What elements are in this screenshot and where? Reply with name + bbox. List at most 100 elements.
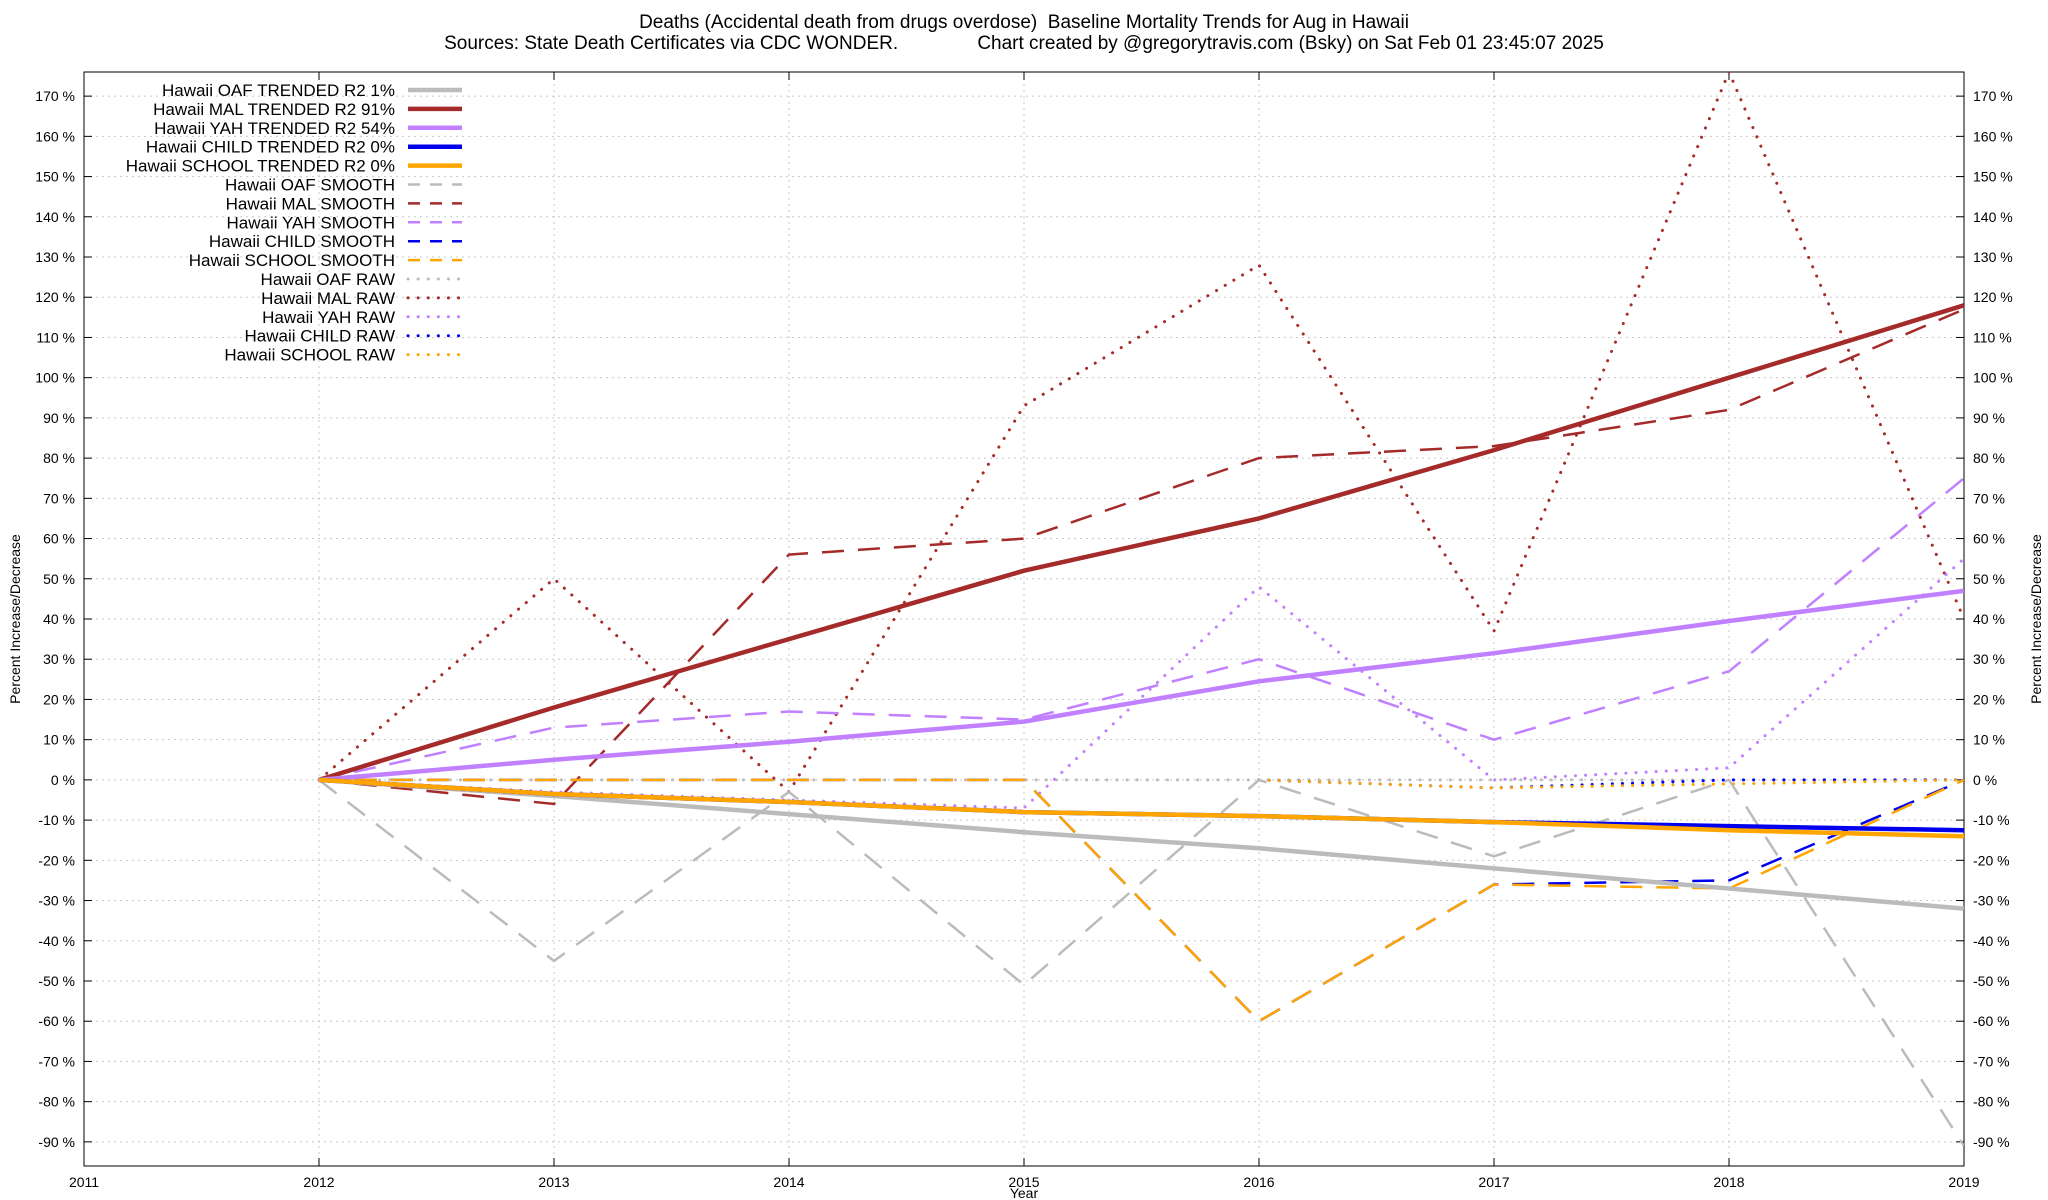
y2-tick-label: 0 % — [1973, 772, 1997, 788]
y-tick-label: 160 % — [35, 128, 75, 144]
y-tick-label: -20 % — [38, 852, 75, 868]
y-tick-label: -40 % — [38, 933, 75, 949]
legend-label: Hawaii SCHOOL TRENDED R2 0% — [126, 157, 395, 176]
y-tick-label: 10 % — [43, 732, 75, 748]
y-tick-label: 20 % — [43, 691, 75, 707]
x-tick-label: 2011 — [69, 1174, 99, 1190]
legend-label: Hawaii SCHOOL SMOOTH — [189, 251, 395, 270]
y-tick-label: 60 % — [43, 531, 75, 547]
y2-tick-label: 160 % — [1973, 128, 2013, 144]
y2-tick-label: 50 % — [1973, 571, 2005, 587]
y-tick-label: 50 % — [43, 571, 75, 587]
y2-tick-label: 60 % — [1973, 531, 2005, 547]
y-tick-label: 90 % — [43, 410, 75, 426]
y-tick-label: -60 % — [38, 1013, 75, 1029]
legend-label: Hawaii YAH SMOOTH — [227, 213, 395, 232]
y2-tick-label: -80 % — [1973, 1094, 2010, 1110]
series-line-hawaii-mal-smooth — [318, 308, 1964, 806]
y-tick-label: 100 % — [35, 370, 75, 386]
y-tick-label: 110 % — [36, 329, 75, 345]
y2-tick-label: 100 % — [1973, 370, 2013, 386]
y-tick-label: 0 % — [51, 772, 75, 788]
legend: Hawaii OAF TRENDED R2 1%Hawaii MAL TREND… — [126, 81, 464, 365]
y-tick-label: -30 % — [38, 893, 75, 909]
y-tick-label: 150 % — [35, 169, 75, 185]
y2-tick-label: 40 % — [1973, 611, 2005, 627]
y-tick-label: -50 % — [38, 973, 75, 989]
legend-label: Hawaii CHILD RAW — [244, 327, 395, 346]
y-tick-label: 140 % — [35, 209, 75, 225]
y2-tick-label: 90 % — [1973, 410, 2005, 426]
y-tick-label: 40 % — [43, 611, 75, 627]
chart-title: Deaths (Accidental death from drugs over… — [639, 12, 1409, 33]
legend-label: Hawaii MAL RAW — [261, 289, 395, 308]
series-line-hawaii-child-trended-r2-0 — [318, 777, 1964, 833]
y2-tick-label: -30 % — [1973, 893, 2010, 909]
series-line-hawaii-oaf-trended-r2-1 — [318, 777, 1964, 911]
y2-tick-label: 70 % — [1973, 490, 2005, 506]
y-tick-label: -10 % — [38, 812, 75, 828]
y2-tick-label: -50 % — [1973, 973, 2010, 989]
x-tick-label: 2018 — [1713, 1174, 1744, 1190]
x-tick-label: 2016 — [1243, 1174, 1274, 1190]
series-line-hawaii-mal-raw — [317, 72, 1964, 795]
series-line-hawaii-child-raw — [1257, 778, 1964, 790]
y-tick-label: -80 % — [38, 1094, 75, 1110]
y2-tick-label: -20 % — [1973, 852, 2010, 868]
grid — [84, 72, 1964, 1166]
y-tick-label: 30 % — [43, 651, 75, 667]
series-line-hawaii-school-trended-r2-0 — [318, 777, 1964, 839]
chart-subtitle: Sources: State Death Certificates via CD… — [444, 33, 1604, 54]
y2-tick-label: 170 % — [1973, 88, 2013, 104]
series-line-hawaii-oaf-smooth — [318, 778, 1964, 1147]
y2-tick-label: -70 % — [1973, 1053, 2010, 1069]
x-axis-label: Year — [1010, 1185, 1039, 1200]
legend-label: Hawaii CHILD SMOOTH — [209, 232, 395, 251]
legend-label: Hawaii YAH RAW — [262, 308, 395, 327]
legend-label: Hawaii SCHOOL RAW — [224, 346, 395, 365]
x-tick-label: 2019 — [1948, 1174, 1979, 1190]
y2-tick-label: 120 % — [1973, 289, 2013, 305]
y2-tick-label: -10 % — [1973, 812, 2010, 828]
y2-tick-label: 150 % — [1973, 169, 2013, 185]
legend-label: Hawaii OAF SMOOTH — [225, 176, 395, 195]
y2-tick-label: 110 % — [1973, 329, 2012, 345]
y-axis-label: Percent Increase/Decrease — [7, 534, 23, 704]
y-tick-label: -90 % — [38, 1134, 75, 1150]
x-tick-label: 2015 — [1008, 1174, 1039, 1190]
y-tick-label: 170 % — [35, 88, 75, 104]
y2-tick-label: 20 % — [1973, 691, 2005, 707]
series-line-hawaii-yah-raw — [317, 557, 1964, 810]
legend-label: Hawaii MAL SMOOTH — [226, 194, 395, 213]
y2-axis-label: Percent Increase/Decrease — [2028, 534, 2044, 704]
y2-tick-label: 130 % — [1973, 249, 2013, 265]
x-tick-label: 2013 — [538, 1174, 569, 1190]
legend-label: Hawaii MAL TRENDED R2 91% — [153, 100, 395, 119]
series-group — [317, 72, 1964, 1147]
y2-tick-label: 80 % — [1973, 450, 2005, 466]
y2-tick-label: 30 % — [1973, 651, 2005, 667]
x-tick-label: 2014 — [773, 1174, 804, 1190]
y2-tick-label: -40 % — [1973, 933, 2010, 949]
series-line-hawaii-school-smooth — [319, 778, 1964, 1023]
y-tick-label: 130 % — [35, 249, 75, 265]
y-tick-label: 120 % — [35, 289, 75, 305]
x-tick-label: 2012 — [303, 1174, 334, 1190]
series-line-hawaii-yah-smooth — [318, 477, 1964, 782]
y2-tick-label: 10 % — [1973, 732, 2005, 748]
y2-tick-label: -90 % — [1973, 1134, 2010, 1150]
legend-label: Hawaii OAF RAW — [261, 270, 395, 289]
y2-tick-label: -60 % — [1973, 1013, 2010, 1029]
series-line-hawaii-mal-trended-r2-91 — [318, 303, 1964, 783]
series-line-hawaii-yah-trended-r2-54 — [318, 588, 1964, 783]
legend-label: Hawaii YAH TRENDED R2 54% — [154, 119, 395, 138]
x-tick-label: 2017 — [1478, 1174, 1509, 1190]
series-line-hawaii-school-raw — [1257, 778, 1964, 790]
y-tick-label: 70 % — [43, 490, 75, 506]
legend-label: Hawaii CHILD TRENDED R2 0% — [146, 138, 395, 157]
y-tick-label: 80 % — [43, 450, 75, 466]
y-tick-label: -70 % — [38, 1053, 75, 1069]
y2-tick-label: 140 % — [1973, 209, 2013, 225]
